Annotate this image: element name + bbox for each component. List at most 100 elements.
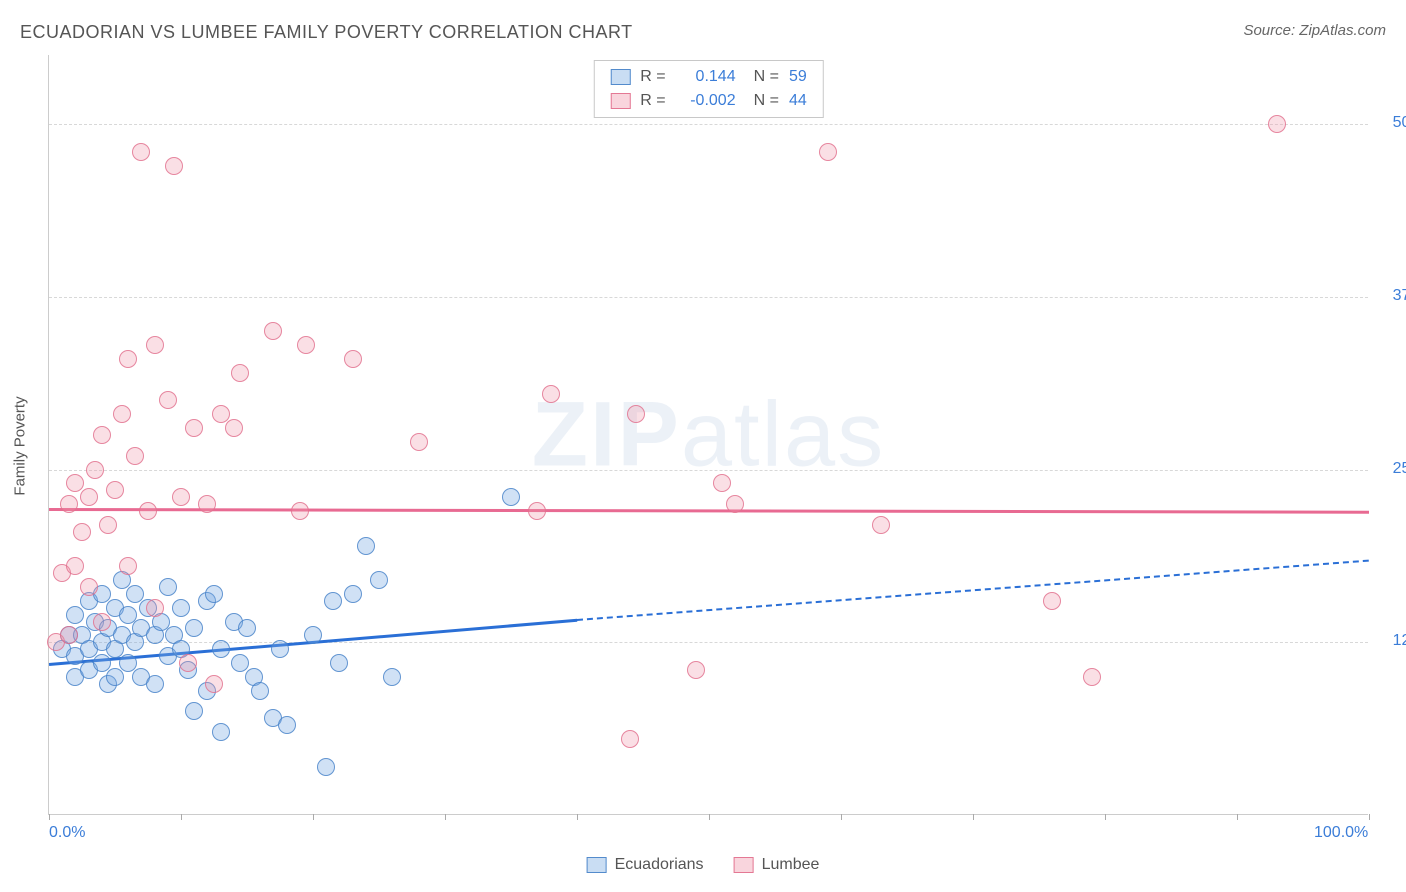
data-point [212,640,230,658]
data-point [324,592,342,610]
legend-n-value: 59 [789,65,807,89]
x-tick [1369,814,1370,820]
data-point [60,626,78,644]
legend-row: R = 0.144 N = 59 [610,65,806,89]
data-point [317,758,335,776]
trend-line [49,508,1369,513]
legend-r-label: R = [640,89,665,113]
data-point [66,606,84,624]
data-point [1268,115,1286,133]
data-point [225,419,243,437]
correlation-legend: R = 0.144 N = 59R = -0.002 N = 44 [593,60,823,118]
legend-n-value: 44 [789,89,807,113]
data-point [146,675,164,693]
legend-label: Ecuadorians [615,856,704,874]
gridline [49,470,1368,471]
watermark: ZIPatlas [532,382,885,487]
data-point [146,599,164,617]
y-tick-label: 37.5% [1378,287,1406,305]
gridline [49,642,1368,643]
data-point [1043,592,1061,610]
data-point [119,557,137,575]
data-point [231,364,249,382]
x-tick [445,814,446,820]
data-point [502,488,520,506]
data-point [212,723,230,741]
data-point [621,730,639,748]
data-point [330,654,348,672]
legend-item: Lumbee [734,856,820,874]
data-point [278,716,296,734]
data-point [205,585,223,603]
gridline [49,124,1368,125]
data-point [357,537,375,555]
plot-area: ZIPatlas R =0.144N = 59R =-0.002N = 44 1… [48,55,1368,815]
legend-item: Ecuadorians [587,856,704,874]
data-point [93,613,111,631]
y-axis-label: Family Poverty [12,396,29,495]
data-point [297,336,315,354]
data-point [80,488,98,506]
data-point [370,571,388,589]
legend-r-label: R = [640,65,665,89]
data-point [159,391,177,409]
legend-swatch [734,857,754,873]
data-point [687,661,705,679]
data-point [291,502,309,520]
data-point [80,578,98,596]
x-tick [313,814,314,820]
data-point [344,585,362,603]
data-point [73,523,91,541]
data-point [172,599,190,617]
data-point [264,322,282,340]
x-tick-label: 0.0% [49,824,85,842]
data-point [251,682,269,700]
data-point [304,626,322,644]
legend-r-value: -0.002 [676,89,736,113]
legend-swatch [610,69,630,85]
legend-n-label: N = [754,65,779,89]
legend-label: Lumbee [762,856,820,874]
gridline [49,297,1368,298]
data-point [139,502,157,520]
data-point [542,385,560,403]
data-point [185,619,203,637]
chart-title: ECUADORIAN VS LUMBEE FAMILY POVERTY CORR… [20,22,633,43]
data-point [198,495,216,513]
legend-swatch [587,857,607,873]
data-point [165,157,183,175]
data-point [713,474,731,492]
data-point [271,640,289,658]
x-tick [1237,814,1238,820]
data-point [528,502,546,520]
x-tick [709,814,710,820]
x-tick [49,814,50,820]
x-tick-label: 100.0% [1314,824,1368,842]
data-point [126,447,144,465]
data-point [179,654,197,672]
trend-line [577,559,1369,620]
data-point [185,419,203,437]
source-label: Source: ZipAtlas.com [1243,22,1386,39]
data-point [119,350,137,368]
data-point [106,481,124,499]
x-tick [841,814,842,820]
series-legend: Ecuadorians Lumbee [587,856,820,874]
data-point [159,578,177,596]
data-point [238,619,256,637]
y-tick-label: 50.0% [1378,114,1406,132]
y-tick-label: 12.5% [1378,632,1406,650]
y-tick-label: 25.0% [1378,460,1406,478]
legend-swatch [610,93,630,109]
x-tick [577,814,578,820]
data-point [146,336,164,354]
legend-r-value: 0.144 [676,65,736,89]
data-point [344,350,362,368]
data-point [99,516,117,534]
x-tick [181,814,182,820]
data-point [819,143,837,161]
data-point [66,557,84,575]
data-point [410,433,428,451]
data-point [132,143,150,161]
data-point [627,405,645,423]
